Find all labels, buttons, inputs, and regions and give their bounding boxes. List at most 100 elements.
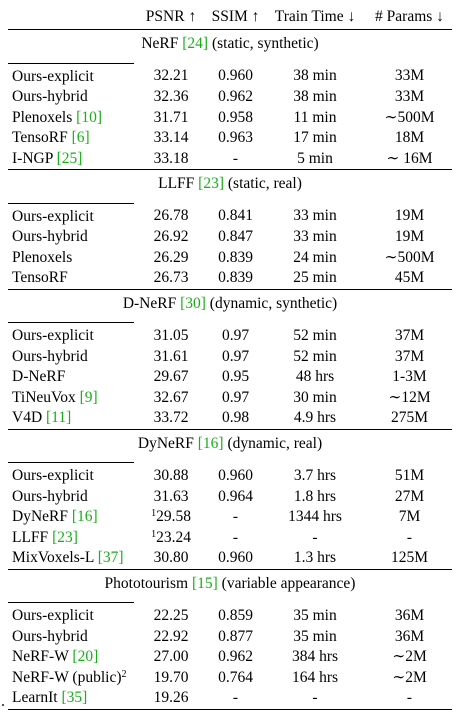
ssim-cell: 0.958 bbox=[208, 108, 263, 129]
params-value: ∼12M bbox=[388, 388, 431, 406]
ssim-cell: - bbox=[208, 507, 263, 528]
ssim-cell: - bbox=[208, 688, 263, 709]
section-title: NeRF [24] (static, synthetic) bbox=[8, 29, 452, 58]
table-row: DyNeRF [16] 129.58-1344 hrs 7M bbox=[8, 507, 452, 528]
params-value: ∼2M bbox=[392, 668, 427, 686]
psnr-value: 33.14 bbox=[153, 129, 189, 146]
psnr-cell: 26.78 bbox=[134, 203, 208, 227]
method-cell: LLFF [23] bbox=[8, 528, 134, 549]
params-cell: 1-3M bbox=[367, 367, 452, 388]
psnr-footnote-mark: 1 bbox=[151, 528, 157, 540]
header-psnr: PSNR ↑ bbox=[145, 8, 197, 26]
params-value: ∼500M bbox=[384, 248, 435, 266]
psnr-cell: 19.70 bbox=[134, 668, 208, 689]
method-footnote-mark: 2 bbox=[121, 668, 127, 680]
header-params: # Params ↓ bbox=[375, 8, 444, 26]
method-citation: [25] bbox=[56, 149, 83, 167]
train-time-cell: 1344 hrs bbox=[263, 507, 367, 528]
method-cell: Ours-explicit bbox=[8, 323, 134, 347]
method-citation: [23] bbox=[52, 528, 78, 546]
psnr-value: 26.73 bbox=[153, 269, 189, 286]
ssim-value: 0.963 bbox=[218, 129, 253, 146]
train-time-value: 52 min bbox=[293, 347, 337, 365]
ssim-value: 0.97 bbox=[221, 388, 250, 406]
section-rule bbox=[8, 597, 452, 603]
train-time-value: - bbox=[312, 689, 318, 706]
train-time-value: 11 min bbox=[293, 108, 337, 126]
method-citation: [20] bbox=[72, 648, 99, 665]
ssim-value: 0.960 bbox=[218, 67, 253, 85]
section-rule-line bbox=[8, 597, 134, 603]
train-time-cell: 24 min bbox=[263, 248, 367, 269]
header-row: PSNR ↑ SSIM ↑ Train Time ↓ # Params ↓ bbox=[8, 6, 452, 30]
method-cell: DyNeRF [16] bbox=[8, 507, 134, 528]
section-title: Phototourism [15] (variable appearance) bbox=[8, 568, 452, 597]
psnr-value: 27.00 bbox=[153, 648, 189, 665]
ssim-value: - bbox=[232, 528, 239, 546]
table-row: Ours-hybrid 32.36 0.962 38 min 33M bbox=[8, 87, 452, 108]
section-rule-line bbox=[8, 457, 134, 463]
train-time-cell: 35 min bbox=[263, 627, 367, 648]
params-value: 19M bbox=[394, 228, 425, 245]
ssim-cell: 0.98 bbox=[208, 408, 263, 429]
params-value: ∼500M bbox=[384, 108, 435, 126]
ssim-cell: 0.962 bbox=[208, 87, 263, 108]
train-time-cell: 164 hrs bbox=[263, 668, 367, 689]
train-time-cell: 384 hrs bbox=[263, 647, 367, 668]
psnr-cell: 129.58 bbox=[134, 507, 208, 528]
method-name: Ours-hybrid bbox=[12, 487, 88, 505]
train-time-value: 384 hrs bbox=[291, 648, 339, 665]
section-rule bbox=[8, 457, 452, 463]
params-cell: 51M bbox=[367, 463, 452, 487]
psnr-value: 23.24 bbox=[156, 528, 191, 546]
train-time-value: 48 hrs bbox=[295, 368, 335, 385]
psnr-cell: 32.21 bbox=[134, 63, 208, 87]
params-value: 36M bbox=[394, 606, 425, 624]
ssim-value: 0.962 bbox=[218, 88, 253, 105]
psnr-cell: 31.71 bbox=[134, 108, 208, 129]
method-name: Ours-explicit bbox=[12, 467, 94, 484]
ssim-cell: - bbox=[208, 149, 263, 170]
section-rule-line bbox=[8, 317, 134, 323]
params-cell: 19M bbox=[367, 227, 452, 248]
params-value: 18M bbox=[394, 129, 425, 146]
train-time-cell: 38 min bbox=[263, 63, 367, 87]
method-cell: Ours-hybrid bbox=[8, 87, 134, 108]
psnr-cell: 31.61 bbox=[134, 347, 208, 368]
ssim-value: - bbox=[232, 508, 239, 525]
psnr-cell: 31.05 bbox=[134, 323, 208, 347]
method-name: NeRF-W bbox=[12, 648, 73, 665]
psnr-cell: 31.63 bbox=[134, 487, 208, 508]
psnr-cell: 30.88 bbox=[134, 463, 208, 487]
train-time-value: 30 min bbox=[293, 388, 337, 406]
method-citation: [11] bbox=[46, 409, 72, 426]
psnr-value: 32.67 bbox=[153, 388, 189, 406]
ssim-value: 0.960 bbox=[218, 549, 253, 566]
params-cell: 27M bbox=[367, 487, 452, 508]
psnr-cell: 123.24 bbox=[134, 528, 208, 549]
psnr-cell: 32.36 bbox=[134, 87, 208, 108]
ssim-value: 0.964 bbox=[218, 487, 253, 505]
psnr-value: 26.78 bbox=[153, 207, 189, 225]
method-name: LLFF bbox=[12, 528, 53, 546]
ssim-value: 0.839 bbox=[218, 248, 253, 266]
psnr-value: 33.72 bbox=[153, 409, 189, 426]
section-title-text: LLFF bbox=[158, 175, 199, 192]
params-cell: 33M bbox=[367, 87, 452, 108]
section-title-text: Phototourism bbox=[104, 574, 192, 592]
psnr-cell: 33.18 bbox=[134, 149, 208, 170]
ssim-cell: 0.964 bbox=[208, 487, 263, 508]
method-citation: [9] bbox=[79, 388, 98, 406]
method-cell: Ours-hybrid bbox=[8, 487, 134, 508]
method-cell: Ours-explicit bbox=[8, 603, 134, 627]
train-time-cell: - bbox=[263, 688, 367, 709]
psnr-value: 29.67 bbox=[153, 368, 189, 385]
params-value: 1-3M bbox=[392, 368, 427, 385]
params-cell: 45M bbox=[367, 268, 452, 289]
train-time-value: 33 min bbox=[293, 207, 337, 225]
params-cell: - bbox=[367, 688, 452, 709]
method-name: Ours-hybrid bbox=[12, 88, 88, 105]
psnr-cell: 26.92 bbox=[134, 227, 208, 248]
ssim-cell: 0.97 bbox=[208, 388, 263, 409]
table-row: MixVoxels-L [37] 30.80 0.960 1.3 hrs 125M bbox=[8, 548, 452, 569]
